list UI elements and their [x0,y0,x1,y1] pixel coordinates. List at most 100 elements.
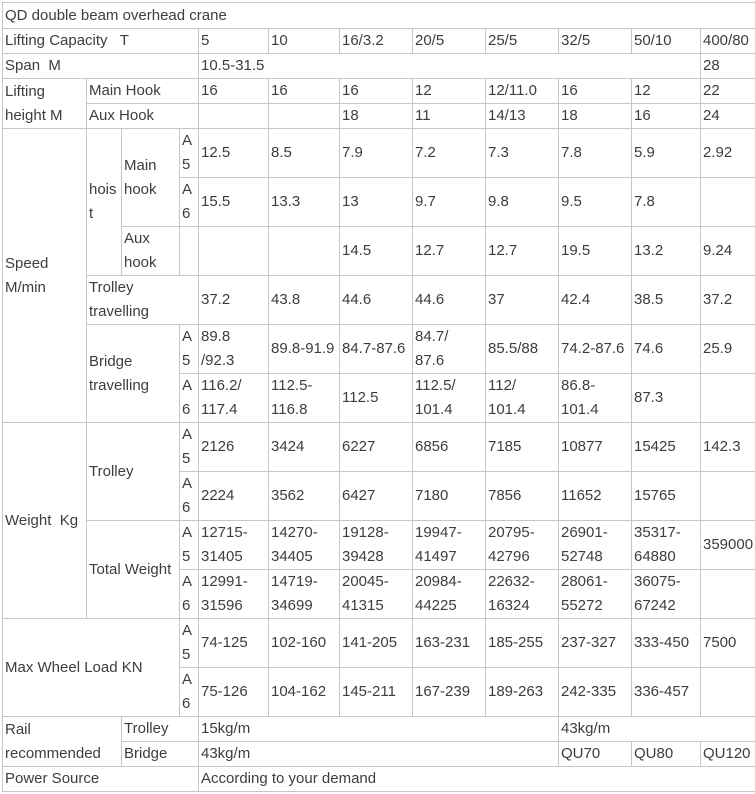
row-label-rail-trolley: Trolley [122,717,199,742]
value-cell: 22 [701,79,755,104]
value-cell [701,668,755,717]
row-label-weight: Weight Kg [3,423,87,619]
row-label-lifting-height: Lifting height M [3,79,87,129]
value-cell: 15.5 [199,178,269,227]
value-cell: 14719- 34699 [269,570,340,619]
grade-label-cell: A6 [180,570,199,619]
value-cell: 44.6 [413,276,486,325]
value-cell: 28 [701,54,755,79]
value-cell: 112.5/ 101.4 [413,374,486,423]
row-label-main-hook: Main Hook [87,79,199,104]
value-cell: 22632- 16324 [486,570,559,619]
value-cell: 24 [701,104,755,129]
row-label-rail-bridge: Bridge [122,742,199,767]
value-cell [701,374,755,423]
value-cell: 6427 [340,472,413,521]
table-row-span: Span M 10.5-31.5 28 [3,54,755,79]
value-cell: 7.9 [340,129,413,178]
value-cell: 12.7 [413,227,486,276]
value-cell: 16 [269,79,340,104]
value-cell: 116.2/ 117.4 [199,374,269,423]
value-cell: 43.8 [269,276,340,325]
value-cell: 35317- 64880 [632,521,701,570]
value-cell: 12 [632,79,701,104]
value-cell: 237-327 [559,619,632,668]
value-cell: 112/ 101.4 [486,374,559,423]
value-cell: QU120 [701,742,755,767]
table-row-wheel-load-a5: Max Wheel Load KN A5 74-125 102-160 141-… [3,619,755,668]
value-cell: 19128- 39428 [340,521,413,570]
value-cell: 12715- 31405 [199,521,269,570]
table-row-trolley-travelling: Trolley travelling 37.2 43.8 44.6 44.6 3… [3,276,755,325]
value-cell: 7180 [413,472,486,521]
value-cell: 10.5-31.5 [199,54,701,79]
value-cell: 38.5 [632,276,701,325]
value-cell: 28061- 55272 [559,570,632,619]
value-cell: 12.7 [486,227,559,276]
value-cell: 9.7 [413,178,486,227]
table-row-lifting-capacity: Lifting Capacity T 5 10 16/3.2 20/5 25/5… [3,29,755,54]
value-cell: 9.24 [701,227,755,276]
value-cell: 20/5 [413,29,486,54]
value-cell: 333-450 [632,619,701,668]
row-label-bridge-travelling: Bridge travelling [87,325,180,423]
grade-label-cell: A5 [180,423,199,472]
value-cell: 11 [413,104,486,129]
value-cell: 84.7/ 87.6 [413,325,486,374]
value-cell: 74.2-87.6 [559,325,632,374]
grade-label-cell: A6 [180,374,199,423]
grade-label-cell: A6 [180,668,199,717]
row-label-trolley-travelling: Trolley travelling [87,276,199,325]
value-cell: 43kg/m [199,742,559,767]
value-cell: 359000 [701,521,755,570]
value-cell: 50/10 [632,29,701,54]
row-label-total-weight: Total Weight [87,521,180,619]
value-cell: 10 [269,29,340,54]
value-cell: 15765 [632,472,701,521]
value-cell: 2224 [199,472,269,521]
value-cell: 74-125 [199,619,269,668]
value-cell: 7185 [486,423,559,472]
value-cell [199,104,269,129]
value-cell: 242-335 [559,668,632,717]
value-cell: 12.5 [199,129,269,178]
value-cell [199,227,269,276]
row-label-span: Span M [3,54,199,79]
value-cell: 37.2 [199,276,269,325]
value-cell: 16/3.2 [340,29,413,54]
table-row-power-source: Power Source According to your demand [3,767,755,792]
row-label-lifting-capacity: Lifting Capacity T [3,29,199,54]
value-cell: 25/5 [486,29,559,54]
value-cell: 85.5/88 [486,325,559,374]
value-cell: According to your demand [199,767,755,792]
value-cell: 8.5 [269,129,340,178]
grade-label-cell: A6 [180,472,199,521]
value-cell: 37.2 [701,276,755,325]
value-cell: 5 [199,29,269,54]
row-label-aux-hook: Aux Hook [87,104,199,129]
value-cell: 5.9 [632,129,701,178]
value-cell: 7.8 [559,129,632,178]
value-cell: 400/80 [701,29,755,54]
value-cell: 104-162 [269,668,340,717]
value-cell: 89.8 /92.3 [199,325,269,374]
table-row-weight-trolley-a5: Weight Kg Trolley A5 2126 3424 6227 6856… [3,423,755,472]
value-cell: 14270- 34405 [269,521,340,570]
value-cell: 14.5 [340,227,413,276]
value-cell: 7856 [486,472,559,521]
grade-label-cell: A5 [180,521,199,570]
value-cell: 145-211 [340,668,413,717]
grade-label-cell: A6 [180,178,199,227]
table-row-bridge-a5: Bridge travelling A5 89.8 /92.3 89.8-91.… [3,325,755,374]
value-cell: 36075- 67242 [632,570,701,619]
grade-label-cell: A5 [180,129,199,178]
table-row-total-weight-a5: Total Weight A5 12715- 31405 14270- 3440… [3,521,755,570]
value-cell: 20045- 41315 [340,570,413,619]
value-cell: 32/5 [559,29,632,54]
value-cell: 7.2 [413,129,486,178]
value-cell: 43kg/m [559,717,755,742]
value-cell: 2126 [199,423,269,472]
value-cell: 112.5 [340,374,413,423]
value-cell: 16 [559,79,632,104]
value-cell: 19.5 [559,227,632,276]
